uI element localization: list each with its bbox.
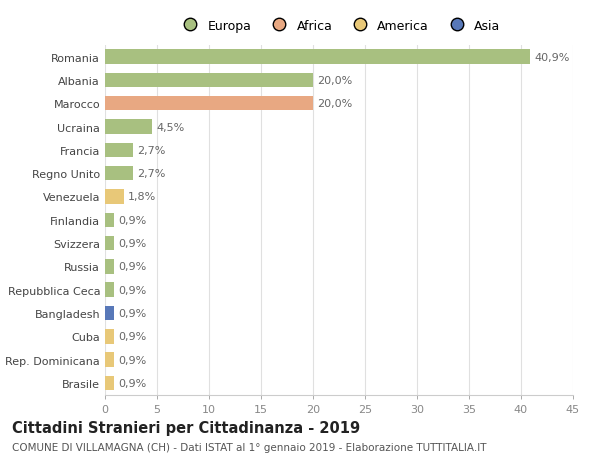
Bar — [105, 306, 115, 320]
Bar — [105, 330, 115, 344]
Text: Cittadini Stranieri per Cittadinanza - 2019: Cittadini Stranieri per Cittadinanza - 2… — [12, 420, 360, 435]
Bar — [105, 120, 152, 134]
Bar — [105, 283, 115, 297]
Bar — [105, 260, 115, 274]
Bar — [105, 97, 313, 111]
Text: 20,0%: 20,0% — [317, 76, 352, 86]
Text: 0,9%: 0,9% — [119, 285, 147, 295]
Bar — [105, 50, 530, 65]
Bar — [105, 213, 115, 228]
Bar — [105, 167, 133, 181]
Text: 1,8%: 1,8% — [128, 192, 156, 202]
Bar — [105, 353, 115, 367]
Bar — [105, 73, 313, 88]
Text: 0,9%: 0,9% — [119, 215, 147, 225]
Bar — [105, 236, 115, 251]
Text: 0,9%: 0,9% — [119, 239, 147, 249]
Text: 2,7%: 2,7% — [137, 169, 166, 179]
Bar — [105, 143, 133, 158]
Text: COMUNE DI VILLAMAGNA (CH) - Dati ISTAT al 1° gennaio 2019 - Elaborazione TUTTITA: COMUNE DI VILLAMAGNA (CH) - Dati ISTAT a… — [12, 442, 487, 452]
Text: 20,0%: 20,0% — [317, 99, 352, 109]
Text: 4,5%: 4,5% — [156, 122, 184, 132]
Text: 0,9%: 0,9% — [119, 355, 147, 365]
Legend: Europa, Africa, America, Asia: Europa, Africa, America, Asia — [178, 20, 500, 33]
Text: 0,9%: 0,9% — [119, 308, 147, 319]
Text: 2,7%: 2,7% — [137, 146, 166, 156]
Text: 40,9%: 40,9% — [535, 52, 570, 62]
Bar — [105, 376, 115, 390]
Text: 0,9%: 0,9% — [119, 331, 147, 341]
Bar — [105, 190, 124, 204]
Text: 0,9%: 0,9% — [119, 378, 147, 388]
Text: 0,9%: 0,9% — [119, 262, 147, 272]
